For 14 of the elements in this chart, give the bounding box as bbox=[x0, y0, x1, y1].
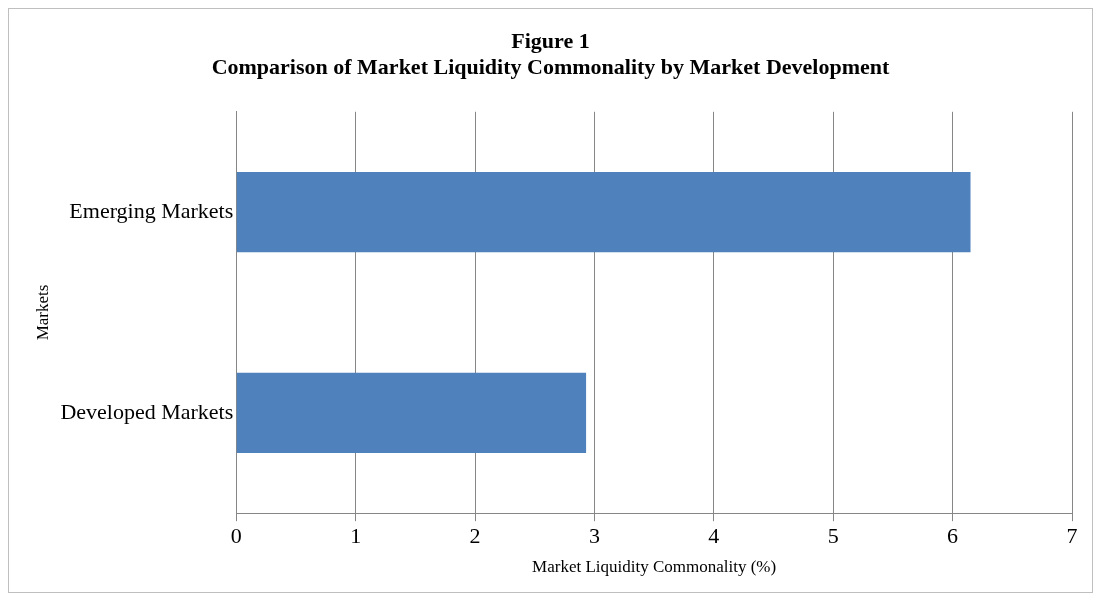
y-tick-label: Emerging Markets bbox=[69, 197, 234, 223]
x-tick-label: 5 bbox=[827, 523, 839, 549]
x-axis-title: Market Liquidity Commonality (%) bbox=[532, 557, 777, 577]
x-tick-label: 0 bbox=[230, 523, 242, 549]
x-tick-label: 3 bbox=[588, 523, 600, 549]
y-tick-label: Developed Markets bbox=[60, 398, 234, 424]
text: Comparison of Market Liquidity Commonality by Market Development bbox=[211, 54, 890, 80]
x-tick-label: 4 bbox=[708, 523, 720, 549]
x-tick-label: 6 bbox=[947, 523, 959, 549]
text: Figure 1 bbox=[511, 27, 590, 53]
x-tick-label: 1 bbox=[350, 523, 362, 549]
x-tick-label: 2 bbox=[469, 523, 481, 549]
y-axis-title: Markets bbox=[32, 284, 52, 341]
x-tick-label: 7 bbox=[1066, 523, 1078, 549]
